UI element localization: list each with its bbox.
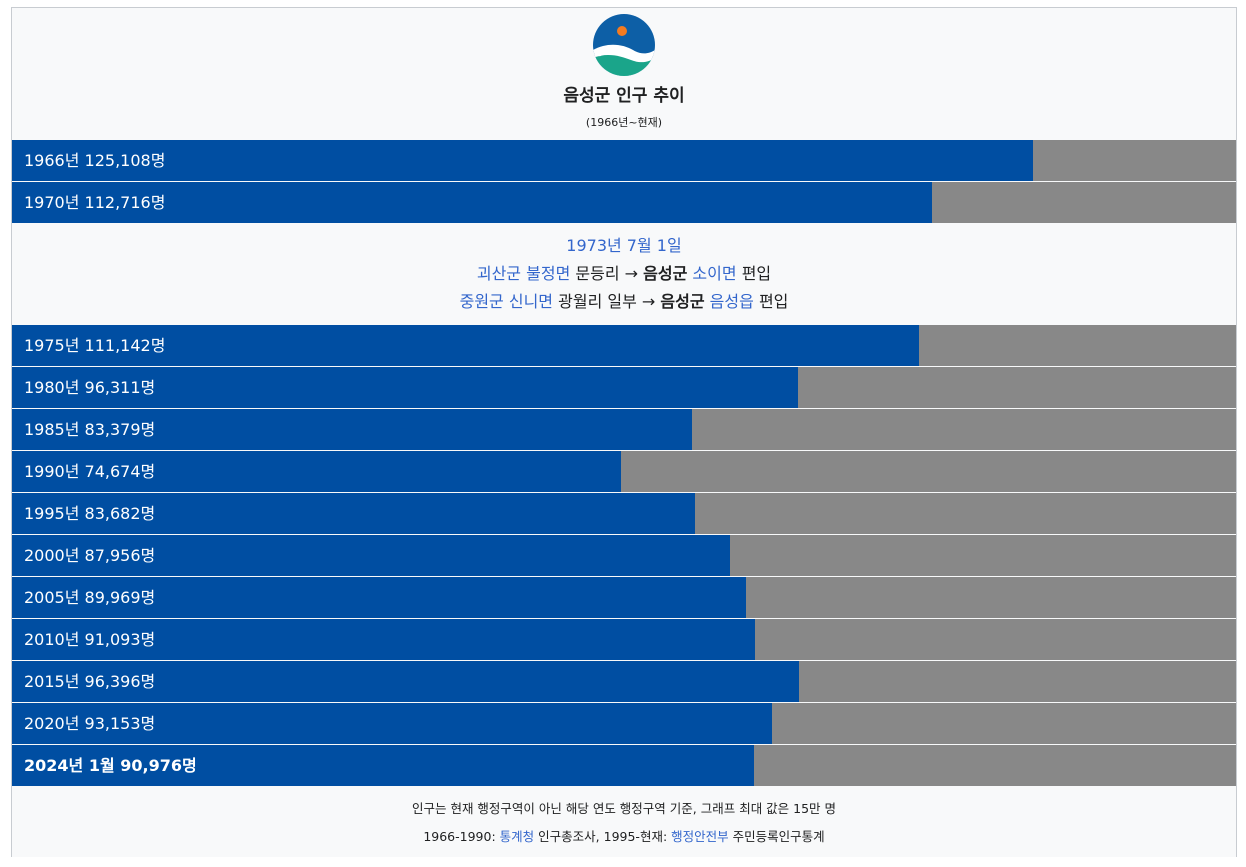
bar-row: 1980년 96,311명 bbox=[12, 367, 1236, 408]
bar bbox=[12, 182, 932, 223]
bar bbox=[12, 493, 695, 534]
bar-label: 1970년 112,716명 bbox=[24, 193, 166, 212]
bar bbox=[12, 325, 919, 366]
population-chart-frame: 음성군 인구 추이 (1966년~현재) 1966년 125,108명 1970년… bbox=[11, 7, 1237, 857]
source2-text: 주민등록인구통계 bbox=[732, 829, 825, 844]
arrow: → bbox=[641, 292, 656, 311]
bar bbox=[12, 703, 772, 744]
bar-row: 2010년 91,093명 bbox=[12, 619, 1236, 660]
bar-row: 1990년 74,674명 bbox=[12, 451, 1236, 492]
bar-row: 1966년 125,108명 bbox=[12, 140, 1236, 181]
arrow: → bbox=[624, 264, 639, 283]
bar-label: 1966년 125,108명 bbox=[24, 151, 166, 170]
bar bbox=[12, 409, 692, 450]
chart-title: 음성군 인구 추이 bbox=[563, 86, 685, 106]
bar-label: 2000년 87,956명 bbox=[24, 546, 156, 565]
bar-label: 1980년 96,311명 bbox=[24, 378, 156, 397]
bar-row: 1975년 111,142명 bbox=[12, 325, 1236, 366]
bar-row: 2015년 96,396명 bbox=[12, 661, 1236, 702]
bar bbox=[12, 535, 730, 576]
bar-label: 2020년 93,153명 bbox=[24, 714, 156, 733]
source1-text: 인구총조사, bbox=[538, 829, 600, 844]
link-sinni-myeon[interactable]: 신니면 bbox=[508, 292, 554, 311]
link-buljeong-myeon[interactable]: 불정면 bbox=[526, 264, 571, 283]
bar-label: 1975년 111,142명 bbox=[24, 336, 166, 355]
bar-label: 1985년 83,379명 bbox=[24, 420, 156, 439]
event-line-1: 괴산군 불정면 문등리 → 음성군 소이면 편입 bbox=[12, 260, 1236, 288]
link-soi-myeon[interactable]: 소이면 bbox=[692, 264, 737, 283]
bar bbox=[12, 140, 1033, 181]
bar-label: 1990년 74,674명 bbox=[24, 462, 156, 481]
event-action: 편입 bbox=[758, 292, 789, 311]
chart-footer: 인구는 현재 행정구역이 아닌 해당 연도 행정구역 기준, 그래프 최대 값은… bbox=[12, 789, 1236, 857]
link-jungwon-county[interactable]: 중원군 bbox=[459, 292, 504, 311]
event-village: 문등리 bbox=[575, 264, 620, 283]
bar-label: 1995년 83,682명 bbox=[24, 504, 156, 523]
bar-label: 2024년 1월 90,976명 bbox=[24, 756, 197, 775]
link-goesan-county[interactable]: 괴산군 bbox=[476, 264, 522, 283]
chart-subtitle: (1966년~현재) bbox=[585, 116, 663, 129]
source-mid: 1995-현재: bbox=[603, 829, 668, 844]
footer-sources: 1966-1990: 통계청 인구총조사, 1995-현재: 행정안전부 주민등… bbox=[12, 823, 1236, 851]
bar-row: 2020년 93,153명 bbox=[12, 703, 1236, 744]
bar-row: 2000년 87,956명 bbox=[12, 535, 1236, 576]
bar-row: 2005년 89,969명 bbox=[12, 577, 1236, 618]
bar-label: 2010년 91,093명 bbox=[24, 630, 156, 649]
bar-label: 2015년 96,396명 bbox=[24, 672, 156, 691]
bar bbox=[12, 577, 746, 618]
link-eumseong-eup[interactable]: 음성읍 bbox=[709, 292, 754, 311]
boundary-change-note: 1973년 7월 1일 괴산군 불정면 문등리 → 음성군 소이면 편입 중원군… bbox=[12, 224, 1236, 325]
chart-header: 음성군 인구 추이 (1966년~현재) bbox=[12, 8, 1236, 140]
event-village: 광월리 일부 bbox=[558, 292, 637, 311]
footer-note: 인구는 현재 행정구역이 아닌 해당 연도 행정구역 기준, 그래프 최대 값은… bbox=[411, 801, 837, 816]
link-statistics-korea[interactable]: 통계청 bbox=[499, 829, 535, 844]
eumseong-county-emblem-icon bbox=[593, 14, 655, 76]
event-line-2: 중원군 신니면 광월리 일부 → 음성군 음성읍 편입 bbox=[12, 288, 1236, 316]
source-prefix: 1966-1990: bbox=[423, 829, 496, 844]
bar-row: 2024년 1월 90,976명 bbox=[12, 745, 1236, 786]
bar bbox=[12, 745, 754, 786]
bar bbox=[12, 661, 799, 702]
bar bbox=[12, 451, 621, 492]
link-ministry-interior[interactable]: 행정안전부 bbox=[671, 829, 729, 844]
bar-label: 2005년 89,969명 bbox=[24, 588, 156, 607]
bar-row: 1995년 83,682명 bbox=[12, 493, 1236, 534]
bar bbox=[12, 367, 798, 408]
event-action: 편입 bbox=[741, 264, 772, 283]
event-target-county: 음성군 bbox=[660, 292, 705, 311]
event-date: 1973년 7월 1일 bbox=[566, 236, 682, 255]
bar bbox=[12, 619, 755, 660]
bar-row: 1970년 112,716명 bbox=[12, 182, 1236, 223]
event-target-county: 음성군 bbox=[643, 264, 688, 283]
bar-row: 1985년 83,379명 bbox=[12, 409, 1236, 450]
